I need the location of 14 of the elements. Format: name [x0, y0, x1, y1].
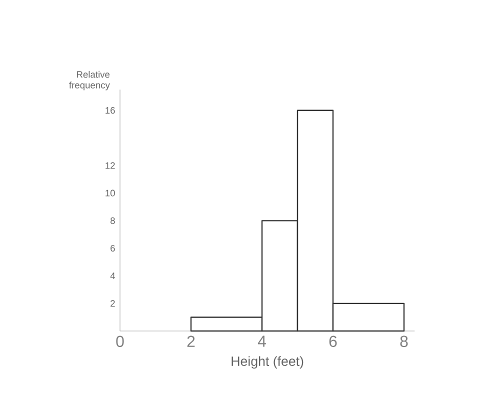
y-tick-label: 2: [110, 300, 115, 307]
x-tick-label: 8: [400, 336, 408, 348]
x-axis-title: Height (feet): [232, 356, 304, 369]
x-tick-label: 6: [329, 336, 337, 348]
y-axis-title: Relative frequency: [69, 70, 110, 90]
y-tick-label: 10: [106, 190, 115, 196]
y-tick-label: 6: [110, 244, 115, 252]
y-tick-label: 12: [106, 162, 115, 169]
y-tick-label: 16: [106, 107, 115, 114]
y-tick-label: 8: [110, 217, 115, 224]
x-tick-label: 2: [187, 336, 195, 347]
x-tick-label: 4: [258, 336, 266, 347]
x-tick-label: 0: [116, 336, 124, 348]
y-tick-label: 4: [110, 272, 116, 280]
